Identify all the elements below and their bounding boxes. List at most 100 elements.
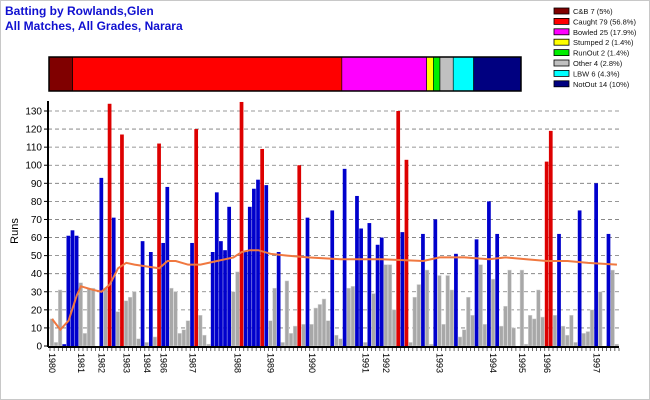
legend-label: RunOut 2 (1.4%) — [573, 49, 630, 58]
innings-bar — [284, 280, 289, 347]
innings-bar — [507, 269, 512, 347]
year-label: 1983 — [121, 353, 131, 373]
innings-bar — [223, 250, 227, 346]
legend-label: Bowled 25 (17.9%) — [573, 28, 637, 37]
y-tick-label: 30 — [31, 287, 43, 298]
innings-bar — [136, 338, 141, 347]
innings-bar — [120, 134, 124, 346]
y-tick-label: 60 — [31, 233, 43, 244]
innings-bar — [577, 210, 582, 346]
innings-bar — [503, 305, 508, 347]
innings-bar — [280, 342, 285, 347]
innings-bar — [107, 103, 112, 347]
dismissal-bar-border — [48, 56, 522, 92]
innings-bar — [528, 315, 533, 347]
innings-bar — [445, 275, 450, 347]
innings-bar — [412, 296, 417, 347]
innings-bar — [288, 333, 294, 347]
innings-bar — [495, 233, 500, 346]
innings-bar — [103, 287, 108, 347]
year-label: 1997 — [591, 353, 601, 373]
innings-bar — [383, 264, 388, 347]
innings-bar — [247, 206, 252, 346]
year-label: 1991 — [360, 353, 370, 373]
innings-bar — [581, 333, 586, 347]
dismissal-segment — [341, 56, 427, 92]
innings-bar — [404, 159, 409, 346]
legend-swatch — [553, 70, 570, 77]
innings-bar — [367, 223, 372, 346]
innings-bar — [309, 324, 314, 347]
chart-subtitle: All Matches, All Grades, Narara — [5, 19, 183, 33]
innings-bar — [78, 282, 83, 347]
innings-bar — [227, 206, 232, 346]
innings-bar — [532, 318, 537, 347]
innings-bar — [594, 183, 598, 346]
innings-bar — [573, 342, 578, 347]
innings-bar — [342, 168, 347, 346]
innings-bar — [268, 320, 273, 347]
y-tick-label: 110 — [26, 143, 42, 154]
year-label: 1996 — [542, 353, 552, 373]
innings-bar — [355, 195, 359, 346]
dismissal-segment — [473, 56, 522, 92]
innings-bar — [161, 242, 166, 346]
innings-bar — [173, 291, 178, 347]
innings-bar — [338, 338, 343, 347]
innings-bar — [421, 233, 425, 346]
innings-bar — [391, 309, 397, 347]
innings-bar — [326, 320, 331, 347]
y-tick-label: 80 — [31, 197, 43, 208]
dismissal-segment — [439, 56, 454, 92]
innings-bar — [457, 336, 463, 347]
innings-bar — [190, 242, 194, 346]
y-tick-label: 70 — [31, 215, 43, 226]
innings-bar — [235, 271, 240, 347]
legend-label: LBW 6 (4.3%) — [573, 69, 620, 78]
innings-bar — [57, 289, 63, 347]
innings-bar — [321, 298, 327, 347]
year-label: 1987 — [187, 353, 197, 373]
innings-bar — [206, 343, 211, 347]
dismissal-segment — [452, 56, 474, 92]
innings-bar — [548, 130, 553, 346]
innings-bar — [177, 333, 182, 347]
innings-bar — [128, 296, 133, 347]
y-tick-label: 50 — [31, 251, 43, 262]
innings-bar — [598, 291, 603, 347]
innings-bar — [66, 235, 71, 346]
year-label: 1984 — [142, 353, 152, 373]
innings-bar — [297, 165, 302, 346]
innings-bar — [350, 286, 355, 347]
legend-swatch — [553, 59, 570, 67]
innings-bar — [140, 241, 145, 346]
innings-bar — [449, 289, 454, 347]
year-label: 1988 — [233, 353, 243, 373]
innings-bar — [408, 342, 413, 347]
innings-bar — [115, 311, 120, 347]
innings-bar — [231, 291, 236, 347]
innings-bar — [487, 201, 491, 346]
innings-bar — [86, 287, 92, 347]
innings-bar — [511, 327, 516, 347]
innings-bar — [313, 307, 318, 347]
innings-bar — [219, 241, 223, 346]
legend-label: Stumped 2 (1.4%) — [573, 38, 634, 47]
innings-bar — [540, 316, 545, 347]
dismissal-segment — [72, 56, 343, 92]
innings-bar — [252, 188, 256, 346]
innings-bar — [260, 148, 265, 346]
year-label: 1993 — [435, 353, 445, 373]
innings-bar — [346, 287, 351, 347]
innings-bar — [210, 252, 215, 346]
y-tick-label: 120 — [25, 125, 42, 136]
year-label: 1994 — [488, 353, 498, 373]
innings-bar — [330, 210, 335, 346]
innings-bar — [585, 331, 590, 347]
year-label: 1980 — [47, 353, 57, 373]
innings-bar — [589, 309, 595, 347]
innings-bar — [474, 239, 479, 346]
innings-bar — [400, 232, 405, 346]
innings-bar — [144, 342, 149, 347]
innings-bar — [198, 315, 203, 347]
